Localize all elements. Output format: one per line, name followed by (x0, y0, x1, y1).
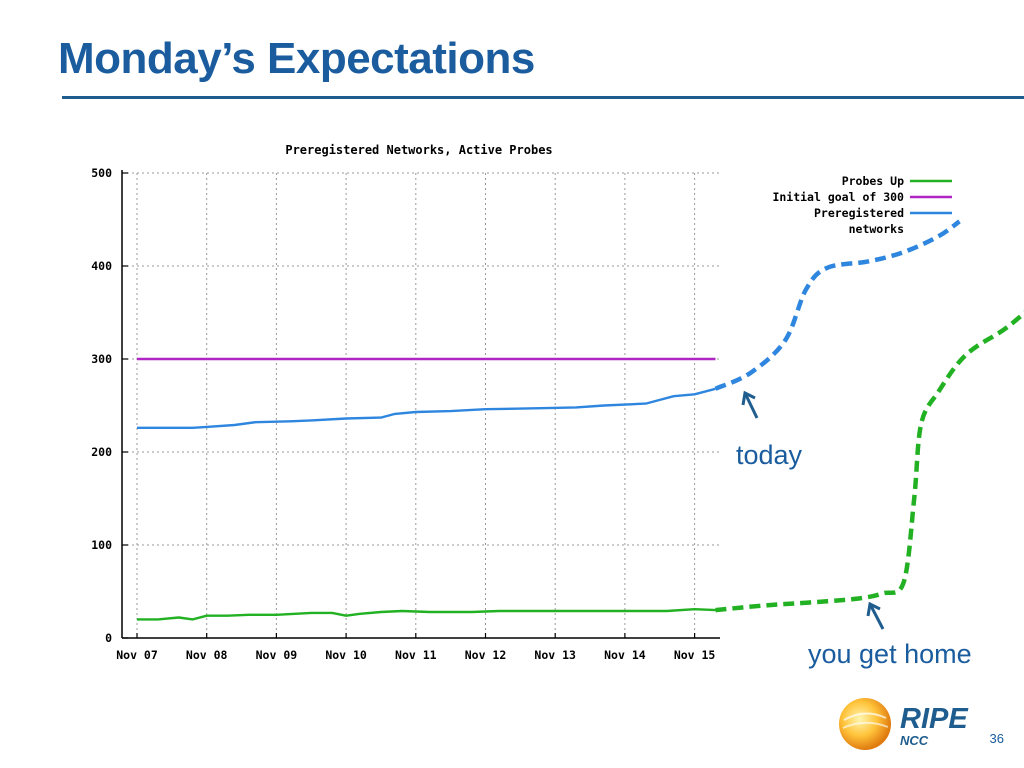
legend-label: networks (849, 222, 904, 236)
page-number: 36 (989, 731, 1004, 746)
y-tick-label: 200 (91, 445, 112, 459)
today-label: today (736, 440, 803, 470)
x-tick-label: Nov 09 (256, 648, 298, 662)
x-tick-label: Nov 13 (534, 648, 576, 662)
y-tick-label: 500 (91, 166, 112, 180)
series-line-probes-up (137, 608, 716, 621)
logo-main-text: RIPE (900, 703, 969, 735)
projection-line (714, 219, 961, 391)
title-divider (62, 96, 1024, 99)
projection-line (715, 310, 1024, 613)
x-tick-label: Nov 12 (465, 648, 507, 662)
today-arrow-icon (743, 392, 759, 419)
x-tick-label: Nov 10 (325, 648, 367, 662)
x-tick-label: Nov 11 (395, 648, 437, 662)
x-tick-label: Nov 15 (674, 648, 716, 662)
sun-logo-icon (839, 698, 891, 750)
slide-title: Monday’s Expectations (58, 34, 535, 83)
legend-label: Initial goal of 300 (772, 190, 904, 204)
you-get-home-label: you get home (808, 639, 972, 669)
logo-sub-text: NCC (900, 733, 929, 748)
y-tick-label: 0 (105, 631, 112, 645)
annotation-arrows (741, 390, 885, 630)
x-tick-label: Nov 08 (186, 648, 228, 662)
y-tick-label: 300 (91, 352, 112, 366)
chart-legend: Probes Up Initial goal of 300 Preregistere… (772, 174, 952, 236)
home-arrowhead-icon (866, 601, 881, 617)
chart-title: Preregistered Networks, Active Probes (285, 143, 552, 157)
legend-label: Preregistered (814, 206, 904, 220)
ripe-ncc-logo: RIPE NCC (839, 698, 969, 750)
home-arrow-icon (868, 603, 885, 630)
chart-axes: 0 100 200 300 400 500 Nov 07 Nov 08 Nov 09 Nov 10… (91, 166, 720, 662)
x-tick-label: Nov 07 (116, 648, 158, 662)
series-line-preregistered-networks (137, 387, 716, 429)
chart-projections (714, 219, 1024, 613)
y-tick-label: 400 (91, 259, 112, 273)
chart-grid (122, 172, 722, 638)
legend-label: Probes Up (842, 174, 904, 188)
x-tick-label: Nov 14 (604, 648, 646, 662)
chart-series (137, 357, 716, 621)
today-arrowhead-icon (741, 390, 756, 406)
y-tick-label: 100 (91, 538, 112, 552)
